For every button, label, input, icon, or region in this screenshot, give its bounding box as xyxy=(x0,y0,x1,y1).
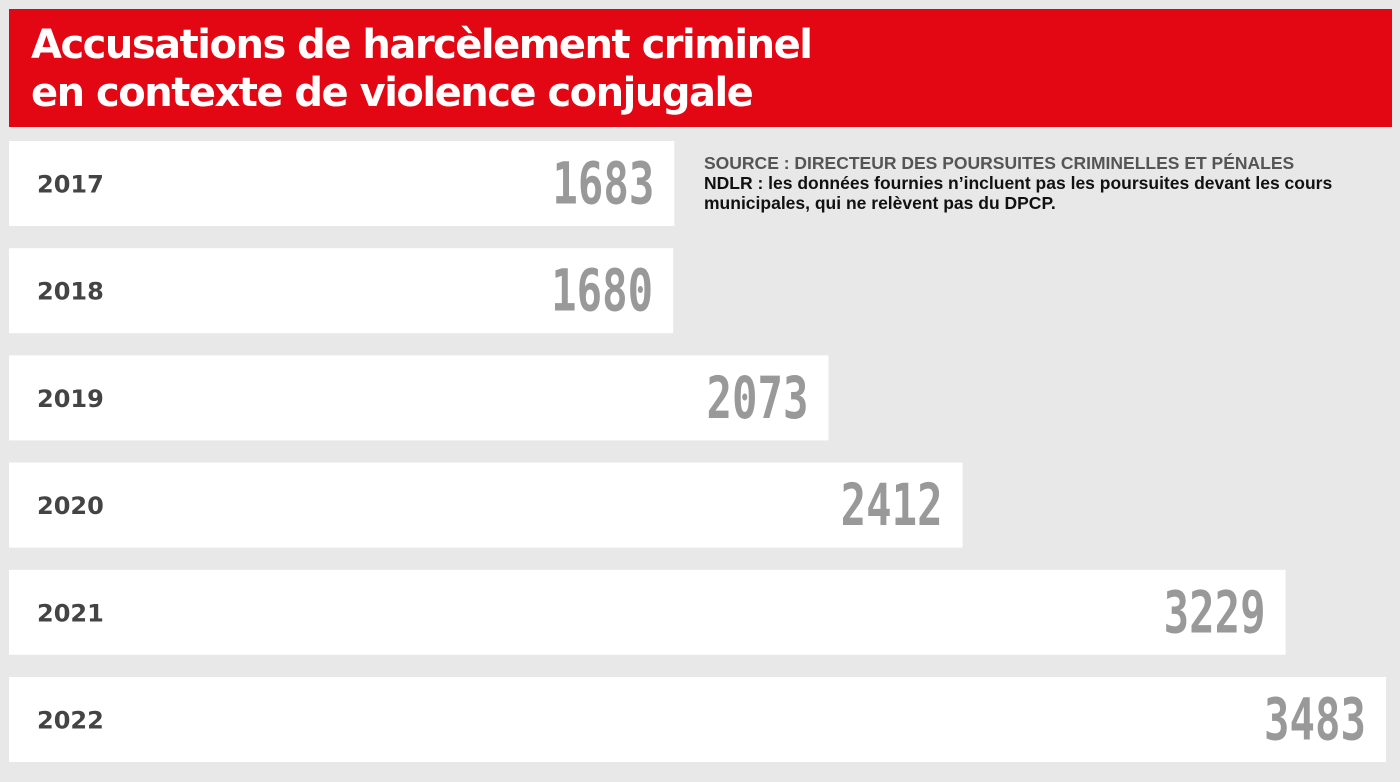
year-label-2020: 2020 xyxy=(37,492,104,520)
bar-2017 xyxy=(9,141,675,226)
title-banner: Accusations de harcèlement criminel en c… xyxy=(9,9,1392,127)
value-label-2022: 3483 xyxy=(1264,686,1366,754)
bar-2018 xyxy=(9,248,674,334)
chart-title-line-2: en contexte de violence conjugale xyxy=(31,70,754,116)
year-label-2022: 2022 xyxy=(37,707,104,735)
year-label-2018: 2018 xyxy=(37,278,104,306)
year-label-2021: 2021 xyxy=(37,599,104,627)
value-label-2020: 2412 xyxy=(841,471,943,539)
source-text: SOURCE : DIRECTEUR DES POURSUITES CRIMIN… xyxy=(704,153,1295,173)
bar-2019 xyxy=(9,355,829,441)
year-label-2017: 2017 xyxy=(37,171,104,199)
editor-note-text: NDLR : les données fournies n’incluent p… xyxy=(704,173,1333,213)
source-notes: SOURCE : DIRECTEUR DES POURSUITES CRIMIN… xyxy=(704,153,1344,213)
bar-2022 xyxy=(9,677,1386,762)
bar-2020 xyxy=(9,462,963,548)
value-label-2021: 3229 xyxy=(1164,578,1266,646)
bar-2021 xyxy=(9,569,1286,655)
chart-title-line-1: Accusations de harcèlement criminel xyxy=(31,22,813,68)
value-label-2019: 2073 xyxy=(707,364,809,432)
year-label-2019: 2019 xyxy=(37,385,104,413)
value-label-2017: 1683 xyxy=(552,150,654,218)
value-label-2018: 1680 xyxy=(551,257,653,325)
